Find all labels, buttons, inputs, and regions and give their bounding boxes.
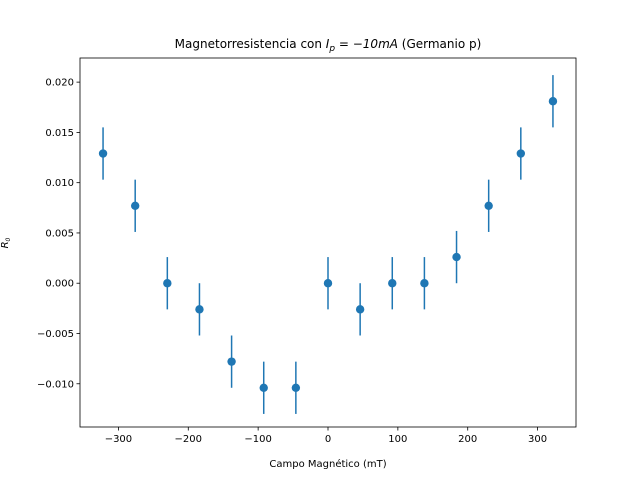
data-point-6 — [291, 383, 301, 392]
data-points-layer — [98, 97, 558, 392]
chart-title: Magnetorresistencia con Ip = −10mA (Germ… — [175, 37, 482, 54]
data-point-3 — [195, 305, 204, 314]
x-axis-ticks: −300 −200 −100 0 100 200 300 — [105, 427, 547, 445]
data-point-14 — [548, 97, 558, 106]
y-tick-label-5: 0.015 — [45, 128, 74, 139]
data-point-10 — [420, 279, 429, 288]
x-tick-label-4: 100 — [388, 434, 407, 445]
x-tick-label-0: −300 — [105, 434, 132, 445]
x-tick-label-6: 300 — [528, 434, 547, 445]
x-tick-label-2: −100 — [244, 434, 271, 445]
y-tick-label-2: 0.000 — [45, 279, 74, 290]
data-point-8 — [355, 305, 365, 314]
data-point-5 — [259, 383, 268, 392]
data-point-13 — [516, 149, 526, 158]
y-tick-label-0: −0.010 — [37, 379, 74, 390]
y-tick-label-3: 0.005 — [45, 228, 74, 239]
x-tick-label-1: −200 — [175, 434, 202, 445]
data-point-0 — [98, 149, 108, 158]
data-point-2 — [163, 279, 172, 288]
x-tick-label-3: 0 — [325, 434, 331, 445]
y-axis-ticks: −0.010 −0.005 0.000 0.005 0.010 0.015 0.020 — [37, 78, 80, 390]
x-tick-label-5: 200 — [458, 434, 477, 445]
y-tick-label-6: 0.020 — [45, 78, 74, 89]
x-axis-label: Campo Magnético (mT) — [269, 458, 386, 470]
y-tick-label-4: 0.010 — [45, 178, 74, 189]
data-point-4 — [227, 357, 236, 366]
y-axis-label: R0 — [0, 237, 12, 248]
data-point-9 — [388, 279, 397, 288]
data-point-11 — [452, 252, 461, 262]
y-tick-label-1: −0.005 — [37, 329, 74, 340]
data-point-7 — [323, 279, 333, 288]
data-point-1 — [130, 201, 140, 211]
data-point-12 — [484, 201, 493, 211]
